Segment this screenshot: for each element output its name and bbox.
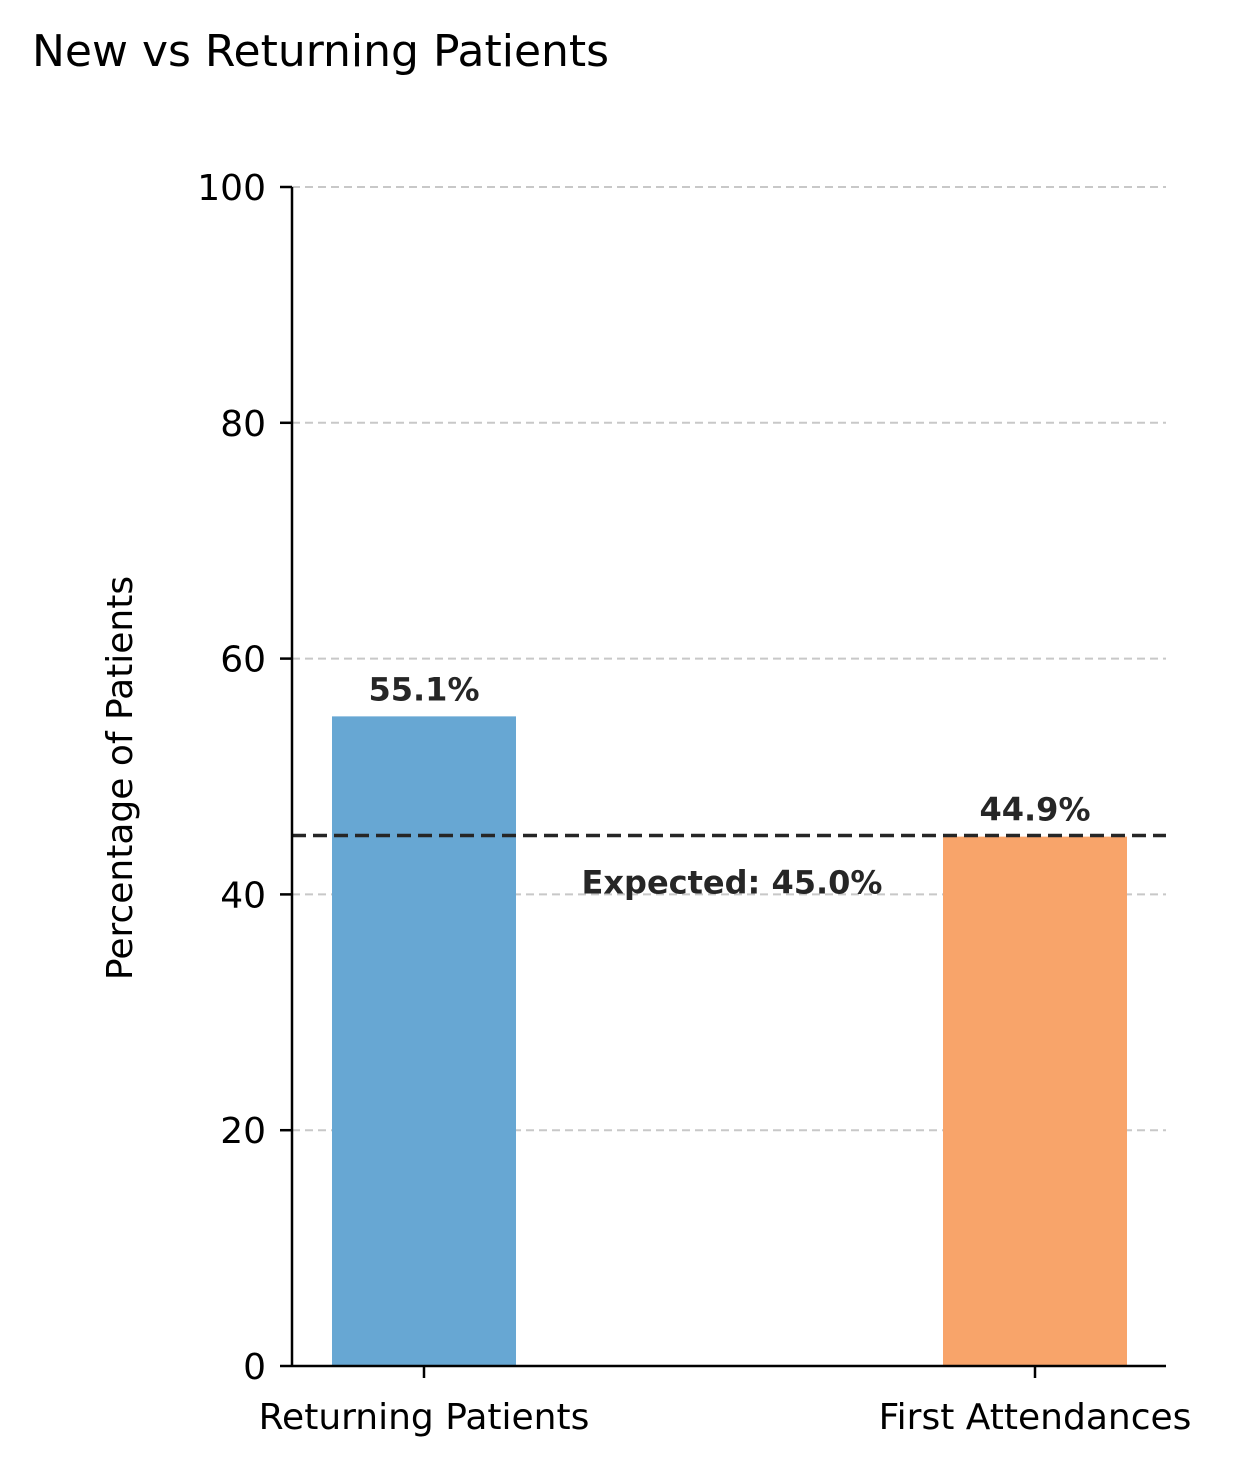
bar-0 [332, 716, 516, 1366]
expected-reference-label: Expected: 45.0% [582, 863, 883, 901]
labels: 0 20 40 60 80 100 55.1% Returning Patients 44.9%… [197, 168, 1191, 1438]
bars [332, 716, 1127, 1366]
y-tick-label-60: 60 [220, 640, 266, 681]
x-tick-label-0: Returning Patients [259, 1397, 590, 1438]
y-tick-label-40: 40 [220, 875, 266, 916]
y-tick-label-20: 20 [220, 1111, 266, 1152]
reference-line-group: Expected: 45.0% [292, 833, 1166, 901]
x-tick-label-1: First Attendances [879, 1397, 1192, 1438]
y-tick-label-80: 80 [220, 404, 266, 445]
bar-value-label-0: 55.1% [368, 670, 479, 708]
y-tick-label-0: 0 [243, 1347, 266, 1388]
bar-1 [943, 836, 1127, 1366]
chart-title: New vs Returning Patients [32, 26, 610, 77]
y-axis-title: Percentage of Patients [100, 576, 141, 980]
y-tick-label-100: 100 [197, 168, 266, 209]
axes [280, 185, 1166, 1378]
bar-value-label-1: 44.9% [979, 791, 1090, 829]
